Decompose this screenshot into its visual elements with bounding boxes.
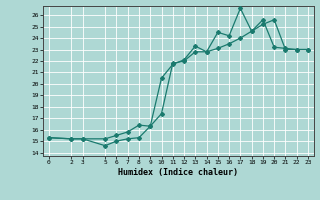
X-axis label: Humidex (Indice chaleur): Humidex (Indice chaleur) [118,168,238,177]
